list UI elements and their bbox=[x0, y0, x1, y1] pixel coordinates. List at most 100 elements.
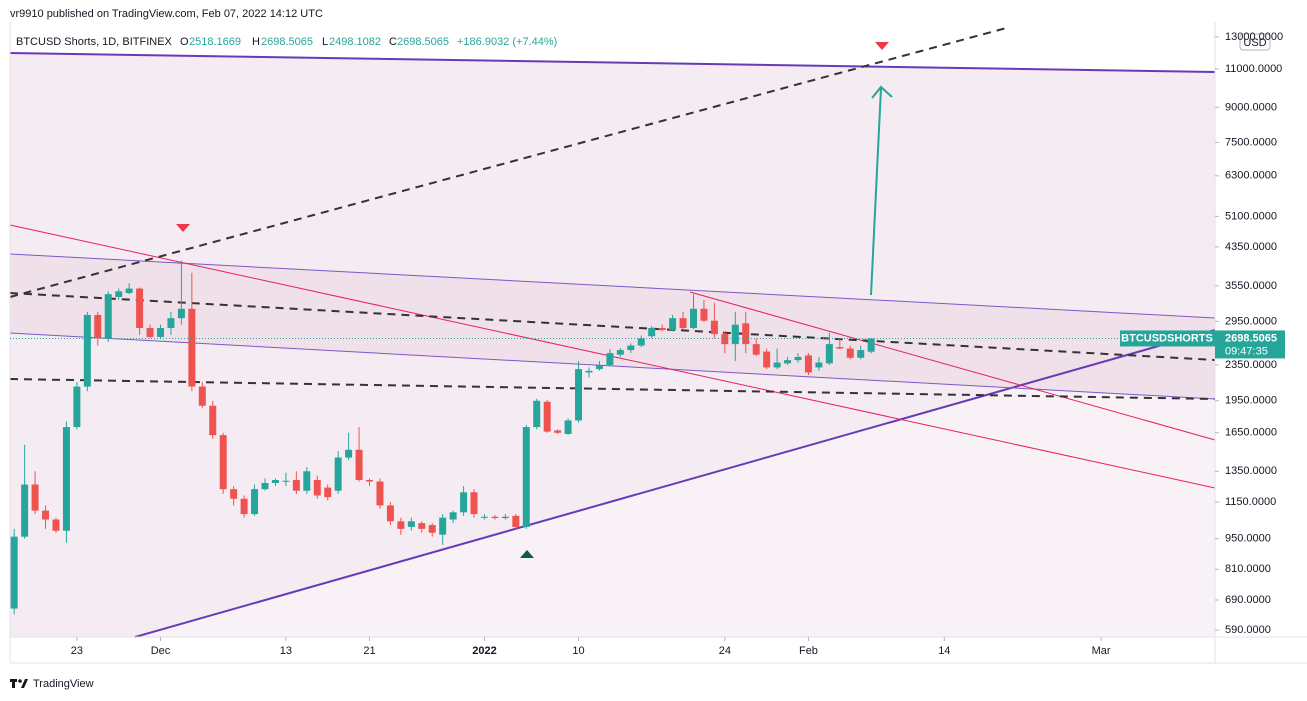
y-tick-label: 3550.0000 bbox=[1225, 280, 1277, 292]
candle-body bbox=[637, 338, 645, 346]
candle-body bbox=[689, 308, 697, 328]
candle-body bbox=[554, 430, 562, 433]
candle-body bbox=[763, 351, 771, 368]
red-trend bbox=[689, 291, 1216, 441]
candle-body bbox=[700, 308, 708, 321]
candle-body bbox=[282, 480, 290, 482]
candle-body bbox=[564, 420, 572, 434]
support-line bbox=[134, 329, 1216, 638]
candle-body bbox=[355, 449, 363, 481]
x-tick-label: 24 bbox=[719, 645, 731, 657]
candle-body bbox=[94, 314, 102, 339]
candle-body bbox=[773, 362, 781, 368]
legend-h: H bbox=[252, 36, 260, 48]
candle-body bbox=[407, 521, 415, 527]
x-tick-label: Feb bbox=[799, 645, 818, 657]
candle-body bbox=[857, 350, 865, 358]
candle-body bbox=[303, 471, 311, 491]
symbol-label-box bbox=[1120, 330, 1215, 347]
candle-body bbox=[867, 338, 875, 352]
candle-body bbox=[449, 512, 457, 520]
candle-body bbox=[627, 345, 635, 351]
legend-l: L bbox=[322, 36, 328, 48]
candle-body bbox=[10, 536, 18, 609]
candle-body bbox=[784, 360, 792, 364]
candle-body bbox=[418, 523, 426, 529]
x-tick-label: Mar bbox=[1092, 645, 1111, 657]
candle-body bbox=[240, 498, 248, 515]
logo-part bbox=[12, 679, 15, 688]
y-tick-label: 1150.0000 bbox=[1225, 496, 1276, 508]
x-tick-label: 10 bbox=[572, 645, 584, 657]
candle-body bbox=[125, 288, 133, 294]
candle-body bbox=[136, 288, 144, 328]
candle-body bbox=[669, 318, 677, 331]
candle-body bbox=[104, 294, 112, 339]
candle-body bbox=[177, 308, 185, 319]
logo-part bbox=[18, 679, 22, 683]
legend-o: O bbox=[180, 36, 189, 48]
candle-body bbox=[230, 489, 238, 499]
y-tick-label: 2950.0000 bbox=[1225, 315, 1277, 327]
legend-low: 2498.1082 bbox=[329, 36, 381, 48]
y-tick-label: 1650.0000 bbox=[1225, 427, 1277, 439]
candle-body bbox=[198, 386, 206, 406]
candle-body bbox=[42, 510, 50, 520]
candle-body bbox=[21, 484, 29, 537]
legend-change: +186.9032 (+7.44%) bbox=[457, 36, 557, 48]
sell-marker bbox=[176, 224, 190, 232]
candle-body bbox=[648, 327, 656, 337]
candle-body bbox=[836, 347, 844, 349]
candle-body bbox=[345, 449, 353, 458]
candle-body bbox=[386, 505, 394, 522]
y-tick-label: 9000.0000 bbox=[1225, 101, 1277, 113]
candle-body bbox=[752, 344, 760, 355]
y-tick-label: 1950.0000 bbox=[1225, 395, 1277, 407]
channel-top bbox=[9, 253, 1216, 319]
x-tick-label: 23 bbox=[71, 645, 83, 657]
price-label-box bbox=[1215, 330, 1285, 359]
currency[interactable]: USD bbox=[1243, 37, 1266, 49]
candle-body bbox=[731, 324, 739, 345]
candle-body bbox=[188, 308, 196, 387]
candle-body bbox=[83, 314, 91, 387]
symbol-label: BTCUSDSHORTS bbox=[1121, 332, 1213, 344]
x-tick-label: 14 bbox=[938, 645, 950, 657]
symbol-title: BTCUSD Shorts, 1D, BITFINEX bbox=[16, 36, 173, 48]
currency-box[interactable] bbox=[1239, 33, 1271, 51]
candle-body bbox=[606, 353, 614, 365]
legend-high: 2698.5065 bbox=[261, 36, 313, 48]
candle-body bbox=[522, 427, 530, 527]
brand: TradingView bbox=[33, 678, 94, 690]
candle-body bbox=[460, 492, 468, 513]
dashed-trend bbox=[9, 26, 1011, 298]
candle-body bbox=[470, 492, 478, 515]
dashed-trend bbox=[9, 378, 1216, 400]
candle-body bbox=[366, 480, 374, 482]
candle-body bbox=[585, 370, 593, 373]
y-tick-label: 7500.0000 bbox=[1225, 136, 1277, 148]
buy-marker bbox=[520, 550, 534, 558]
resistance-line bbox=[9, 52, 1216, 73]
candle-body bbox=[251, 489, 259, 515]
dashed-trend bbox=[9, 292, 1216, 361]
x-tick-label: 21 bbox=[363, 645, 375, 657]
candle-body bbox=[804, 355, 812, 373]
candle-body bbox=[73, 386, 81, 428]
candle-body bbox=[376, 481, 384, 506]
candle-body bbox=[439, 517, 447, 535]
candle-body bbox=[815, 362, 823, 368]
y-tick-label: 4350.0000 bbox=[1225, 241, 1277, 253]
logo-part bbox=[21, 679, 28, 688]
candle-body bbox=[271, 480, 279, 484]
target-arrow bbox=[870, 87, 882, 296]
candle-body bbox=[52, 519, 60, 531]
x-tick-label: 2022 bbox=[472, 645, 496, 657]
y-tick-label: 2350.0000 bbox=[1225, 359, 1277, 371]
y-tick-label: 810.0000 bbox=[1225, 563, 1271, 575]
candle-body bbox=[501, 516, 509, 519]
x-tick-label: 13 bbox=[280, 645, 292, 657]
candle-body bbox=[491, 516, 499, 519]
candle-body bbox=[324, 487, 332, 498]
candle-body bbox=[261, 483, 269, 490]
